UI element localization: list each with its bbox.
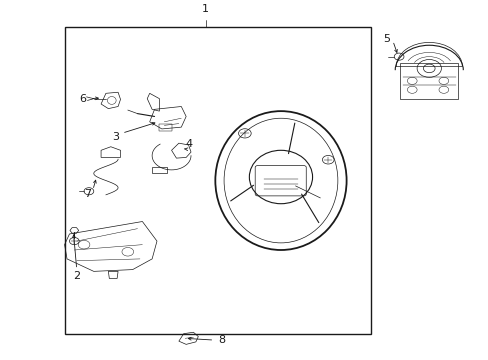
Bar <box>64 27 370 334</box>
Bar <box>152 167 166 174</box>
Text: 6: 6 <box>80 94 86 104</box>
Text: 5: 5 <box>383 34 389 44</box>
Bar <box>159 124 171 131</box>
Text: 4: 4 <box>184 139 192 149</box>
Text: 2: 2 <box>73 271 80 281</box>
Text: 8: 8 <box>218 335 225 345</box>
Bar <box>399 63 458 99</box>
Text: 3: 3 <box>112 132 119 142</box>
Text: 1: 1 <box>202 4 209 14</box>
Text: 7: 7 <box>84 189 91 199</box>
